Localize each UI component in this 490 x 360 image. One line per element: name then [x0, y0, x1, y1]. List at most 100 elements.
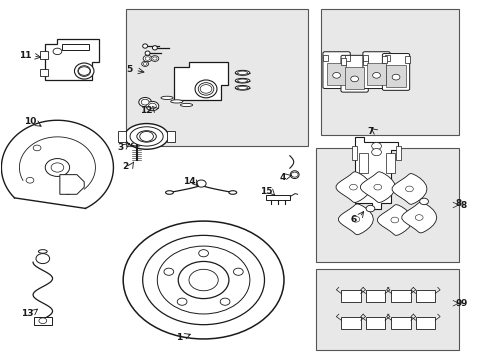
Ellipse shape [143, 44, 147, 48]
Ellipse shape [74, 63, 94, 79]
Bar [62, 44, 89, 50]
Polygon shape [416, 290, 435, 302]
Bar [266, 195, 290, 200]
Ellipse shape [180, 103, 193, 107]
Circle shape [139, 98, 151, 107]
Text: 5: 5 [126, 65, 132, 74]
Circle shape [233, 268, 243, 275]
Ellipse shape [161, 96, 173, 99]
Polygon shape [361, 172, 395, 203]
Bar [40, 69, 48, 76]
Bar [386, 153, 395, 173]
Circle shape [416, 215, 423, 220]
Text: 8: 8 [455, 199, 462, 208]
Circle shape [26, 177, 34, 183]
Text: 13: 13 [21, 310, 33, 319]
Polygon shape [366, 290, 385, 302]
Ellipse shape [131, 143, 142, 146]
Bar [405, 57, 410, 63]
Ellipse shape [290, 171, 299, 179]
Bar [385, 55, 390, 61]
Ellipse shape [137, 131, 156, 142]
Circle shape [78, 67, 90, 75]
Bar [363, 55, 368, 61]
Circle shape [372, 149, 381, 156]
Text: 8: 8 [460, 201, 466, 210]
Circle shape [140, 131, 153, 141]
Circle shape [374, 184, 382, 190]
Circle shape [146, 102, 159, 111]
Bar [341, 58, 346, 64]
Ellipse shape [195, 80, 217, 98]
Circle shape [220, 298, 230, 305]
Circle shape [189, 269, 218, 291]
Circle shape [352, 216, 360, 222]
Polygon shape [366, 317, 385, 329]
Ellipse shape [235, 70, 250, 75]
Polygon shape [336, 172, 371, 203]
Ellipse shape [78, 66, 91, 76]
Circle shape [333, 72, 341, 78]
Polygon shape [392, 290, 411, 302]
Text: 9: 9 [460, 299, 467, 308]
Circle shape [406, 186, 414, 192]
Circle shape [153, 57, 157, 60]
FancyBboxPatch shape [323, 52, 350, 89]
FancyBboxPatch shape [341, 55, 368, 92]
Polygon shape [402, 202, 437, 233]
Ellipse shape [145, 51, 150, 55]
Bar [320, 9, 460, 135]
Ellipse shape [171, 100, 183, 103]
Circle shape [351, 76, 359, 82]
Bar [386, 65, 406, 87]
Ellipse shape [130, 127, 163, 146]
Circle shape [36, 253, 49, 264]
Ellipse shape [124, 123, 169, 149]
Text: 10: 10 [24, 117, 37, 126]
Polygon shape [339, 204, 373, 235]
Bar [367, 63, 386, 85]
Text: 6: 6 [350, 215, 356, 224]
Bar [396, 146, 401, 160]
Text: 2: 2 [122, 162, 129, 171]
Polygon shape [45, 39, 99, 80]
Bar [382, 57, 387, 63]
Circle shape [349, 184, 357, 190]
Ellipse shape [235, 86, 250, 90]
FancyBboxPatch shape [382, 54, 410, 90]
Bar [364, 58, 368, 64]
Bar [316, 269, 460, 350]
Bar [360, 153, 368, 173]
Circle shape [373, 72, 380, 78]
Text: 7: 7 [367, 127, 373, 136]
Bar [323, 55, 328, 61]
Bar [316, 148, 460, 262]
Circle shape [392, 74, 400, 80]
Ellipse shape [238, 79, 247, 82]
Polygon shape [341, 317, 361, 329]
Polygon shape [174, 62, 228, 100]
Circle shape [143, 55, 152, 62]
Polygon shape [392, 317, 411, 329]
FancyBboxPatch shape [363, 52, 390, 89]
Polygon shape [341, 290, 361, 302]
Text: 15: 15 [260, 187, 272, 196]
Circle shape [53, 48, 62, 55]
Circle shape [157, 246, 250, 314]
Circle shape [200, 85, 212, 93]
Ellipse shape [152, 46, 157, 50]
Bar [34, 317, 51, 325]
Bar [345, 55, 350, 61]
Circle shape [142, 62, 148, 66]
Bar [345, 67, 365, 89]
Bar [118, 131, 126, 142]
Bar [167, 131, 175, 142]
Text: 9: 9 [455, 299, 462, 308]
Polygon shape [392, 174, 427, 204]
Bar [327, 63, 346, 85]
Circle shape [141, 99, 149, 105]
Polygon shape [377, 204, 413, 235]
Circle shape [143, 235, 265, 325]
Circle shape [143, 63, 147, 65]
Circle shape [145, 57, 150, 60]
